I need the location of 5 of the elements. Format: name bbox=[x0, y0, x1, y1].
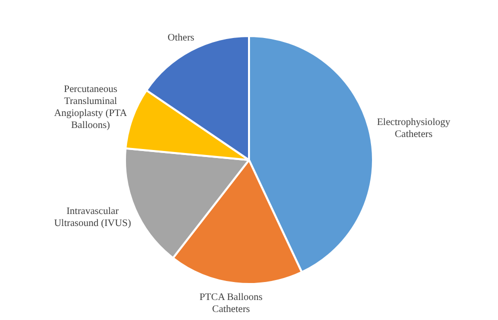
slice-label: Electrophysiology Catheters bbox=[376, 117, 450, 140]
slice-label: Others bbox=[168, 32, 194, 44]
slice-label: Percutaneous Transluminal Angioplasty (PTA Balloons) bbox=[54, 84, 128, 131]
slice-label: PTCA Balloons Catheters bbox=[199, 292, 263, 315]
slice-label: Intravascular Ultrasound (IVUS) bbox=[54, 206, 132, 229]
